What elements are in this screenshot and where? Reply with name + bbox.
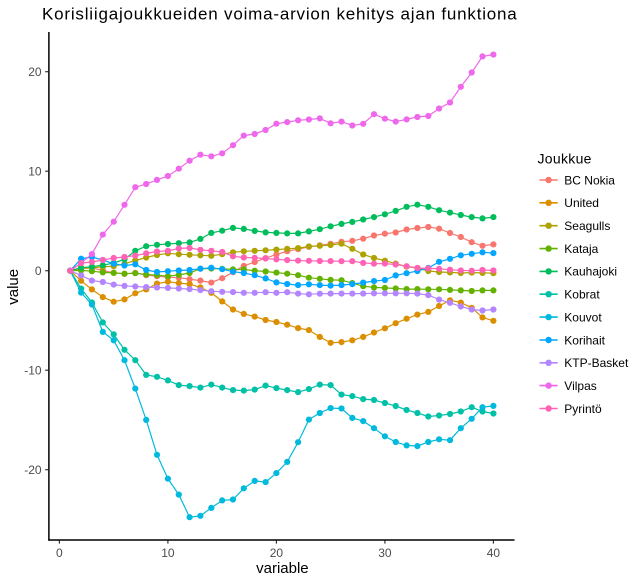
svg-text:Kouvot: Kouvot (564, 310, 602, 324)
svg-text:30: 30 (378, 546, 392, 560)
svg-text:United: United (564, 196, 599, 210)
svg-text:value: value (5, 269, 22, 305)
svg-text:Vilpas: Vilpas (564, 379, 596, 393)
svg-text:KTP-Basket: KTP-Basket (564, 356, 629, 370)
svg-text:Korisliigajoukkueiden voima-ar: Korisliigajoukkueiden voima-arvion kehit… (42, 5, 518, 24)
svg-text:20: 20 (270, 546, 284, 560)
svg-text:0: 0 (56, 546, 63, 560)
svg-text:Pyrintö: Pyrintö (564, 402, 602, 416)
svg-text:variable: variable (256, 560, 309, 577)
svg-text:-10: -10 (24, 364, 42, 378)
svg-text:Kobrat: Kobrat (564, 288, 600, 302)
svg-text:10: 10 (161, 546, 175, 560)
svg-text:0: 0 (35, 264, 42, 278)
svg-text:Korihait: Korihait (564, 333, 605, 347)
svg-text:Kataja: Kataja (564, 242, 598, 256)
svg-text:BC Nokia: BC Nokia (564, 173, 615, 187)
svg-text:Kauhajoki: Kauhajoki (564, 265, 617, 279)
svg-text:Joukkue: Joukkue (538, 151, 592, 167)
svg-text:-20: -20 (24, 463, 42, 477)
svg-text:10: 10 (28, 165, 42, 179)
svg-text:40: 40 (487, 546, 501, 560)
svg-text:20: 20 (28, 65, 42, 79)
svg-text:Seagulls: Seagulls (564, 219, 610, 233)
